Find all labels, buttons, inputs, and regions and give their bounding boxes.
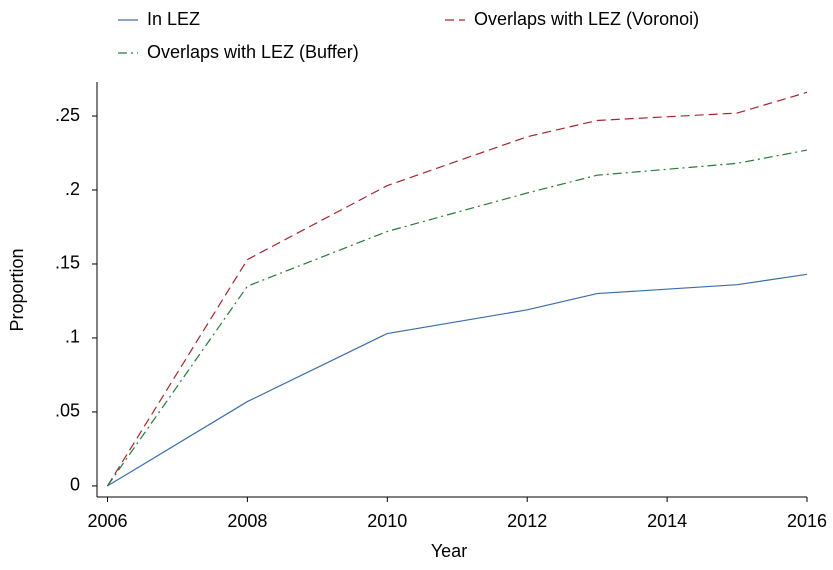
x-tick-label: 2008 bbox=[227, 511, 267, 531]
x-tick-label: 2010 bbox=[367, 511, 407, 531]
series-line bbox=[107, 273, 808, 487]
x-tick-label: 2014 bbox=[647, 511, 687, 531]
legend-label: Overlaps with LEZ (Buffer) bbox=[147, 42, 359, 62]
y-axis-title: Proportion bbox=[7, 248, 27, 331]
legend-label: Overlaps with LEZ (Voronoi) bbox=[474, 9, 699, 29]
y-tick-label: .15 bbox=[55, 253, 80, 273]
y-tick-label: .1 bbox=[65, 327, 80, 347]
x-axis-title: Year bbox=[431, 541, 467, 561]
legend-label: In LEZ bbox=[147, 9, 200, 29]
x-tick-label: 2016 bbox=[787, 511, 827, 531]
x-tick-label: 2006 bbox=[87, 511, 127, 531]
y-tick-label: .2 bbox=[65, 179, 80, 199]
y-tick-label: .25 bbox=[55, 105, 80, 125]
series-line bbox=[107, 149, 808, 487]
y-tick-label: .05 bbox=[55, 401, 80, 421]
series-line bbox=[106, 91, 808, 487]
x-tick-label: 2012 bbox=[507, 511, 547, 531]
y-tick-label: 0 bbox=[70, 475, 80, 495]
